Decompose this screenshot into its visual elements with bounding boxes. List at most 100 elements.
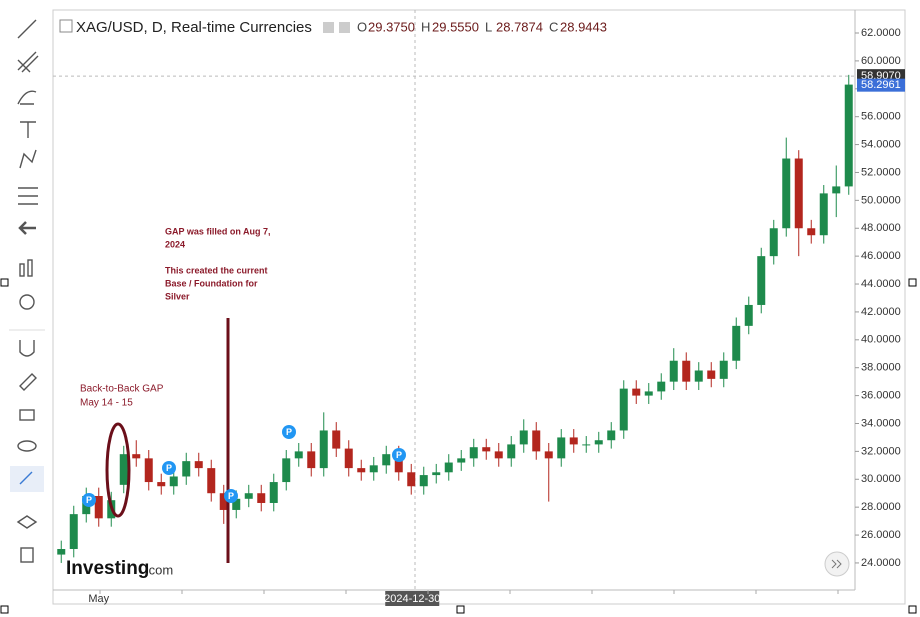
- y-tick-label: 42.0000: [861, 306, 901, 318]
- tool-eye[interactable]: [17, 440, 37, 452]
- fill-note: GAP was filled on Aug 7,: [165, 226, 271, 236]
- y-tick-label: 60.0000: [861, 55, 901, 67]
- handle[interactable]: [908, 605, 917, 614]
- candle-body: [469, 447, 478, 459]
- candle-body: [457, 458, 466, 463]
- event-markers: P P P P P: [82, 425, 406, 507]
- tool-magnet[interactable]: [19, 340, 35, 357]
- candle-body: [219, 493, 228, 510]
- fill-note: Silver: [165, 291, 190, 301]
- ohlc-prefix: L: [485, 19, 492, 34]
- y-tick-label: 32.0000: [861, 445, 901, 457]
- candle-body: [94, 496, 103, 519]
- candle-body: [394, 454, 403, 473]
- ohlc-value: 29.5550: [432, 19, 479, 34]
- gap-label: Back-to-Back GAP: [80, 384, 164, 395]
- tool-indicator[interactable]: [19, 263, 25, 277]
- tool-lock-draw[interactable]: [19, 373, 37, 391]
- candle-body: [419, 475, 428, 487]
- toolbar: [10, 19, 44, 563]
- event-marker: [224, 489, 238, 503]
- candle-body: [719, 360, 728, 379]
- ohlc-header: O 29.3750 H 29.5550 L 28.7874 C 28.9443: [357, 19, 607, 34]
- candle-body: [732, 325, 741, 361]
- candle-body: [119, 454, 128, 485]
- candle-body: [182, 461, 191, 477]
- candle-body: [444, 462, 453, 473]
- y-tick-label: 24.0000: [861, 557, 901, 569]
- candle-body: [519, 430, 528, 445]
- candle-body: [482, 447, 491, 452]
- tool-active-bg: [10, 466, 44, 492]
- tool-text[interactable]: [20, 121, 36, 138]
- event-marker: [282, 425, 296, 439]
- handle[interactable]: [456, 605, 465, 614]
- candle-body: [507, 444, 516, 459]
- candle-body: [332, 430, 341, 449]
- tool-brush[interactable]: [17, 90, 37, 105]
- tool-link[interactable]: [19, 471, 33, 485]
- candle-body: [232, 498, 241, 510]
- tool-back[interactable]: [18, 221, 36, 235]
- header-icon[interactable]: [323, 22, 334, 33]
- candle-body: [494, 451, 503, 459]
- collapse-icon[interactable]: [59, 19, 73, 33]
- event-marker: [392, 448, 406, 462]
- candle-body: [407, 472, 416, 487]
- legend-title: XAG/USD, D, Real-time Currencies: [76, 19, 312, 36]
- logo-brand: Investing: [66, 558, 149, 579]
- candle-body: [294, 451, 303, 459]
- tool-lock[interactable]: [19, 409, 35, 421]
- ohlc-prefix: C: [549, 19, 558, 34]
- plot: 24.0000 26.0000 28.0000 30.0000 32.0000 34.00…: [53, 27, 905, 606]
- candle-body: [582, 444, 591, 446]
- x-tick-label: 2024-12-30: [384, 593, 440, 605]
- candle-body: [269, 482, 278, 503]
- handle[interactable]: [0, 278, 9, 287]
- header-icon[interactable]: [339, 22, 350, 33]
- event-marker-label: P: [166, 463, 172, 473]
- y-tick-label: 62.0000: [861, 27, 901, 39]
- ohlc-value: 29.3750: [368, 19, 415, 34]
- candle-body: [532, 430, 541, 452]
- chart-frame: [52, 9, 906, 605]
- candle-body: [207, 468, 216, 494]
- handle[interactable]: [0, 605, 9, 614]
- event-marker: [162, 461, 176, 475]
- tool-layers[interactable]: [16, 515, 38, 529]
- y-tick-label: 40.0000: [861, 334, 901, 346]
- y-tick-label: 28.0000: [861, 501, 901, 513]
- tool-fib[interactable]: [17, 51, 39, 73]
- candle-body: [369, 465, 378, 473]
- candle-body: [307, 451, 316, 469]
- candle-body: [807, 228, 816, 236]
- candle-body: [132, 454, 141, 459]
- candle-body: [744, 304, 753, 326]
- handle[interactable]: [908, 278, 917, 287]
- candle-body: [69, 514, 78, 549]
- scroll-button[interactable]: [824, 551, 850, 577]
- tool-zoom[interactable]: [19, 294, 35, 310]
- candle-body: [569, 437, 578, 445]
- candle-body: [382, 454, 391, 466]
- tool-prediction[interactable]: [18, 187, 38, 205]
- candle-body: [432, 472, 441, 476]
- x-tick-label: May: [88, 593, 109, 605]
- tool-delete[interactable]: [20, 547, 34, 563]
- candle-body: [707, 370, 716, 379]
- candle-body: [682, 360, 691, 382]
- fill-note: 2024: [165, 239, 185, 249]
- tool-trendline[interactable]: [17, 19, 37, 39]
- event-marker-label: P: [396, 450, 402, 460]
- y-tick-label: 44.0000: [861, 278, 901, 290]
- candle-body: [57, 548, 66, 555]
- candle-body: [194, 461, 203, 469]
- candle-body: [244, 493, 253, 499]
- tool-pattern[interactable]: [19, 149, 37, 169]
- event-marker-label: P: [228, 491, 234, 501]
- candle-body: [344, 448, 353, 469]
- y-tick-label: 52.0000: [861, 166, 901, 178]
- candle-body: [844, 84, 853, 187]
- y-tick-label: 34.0000: [861, 417, 901, 429]
